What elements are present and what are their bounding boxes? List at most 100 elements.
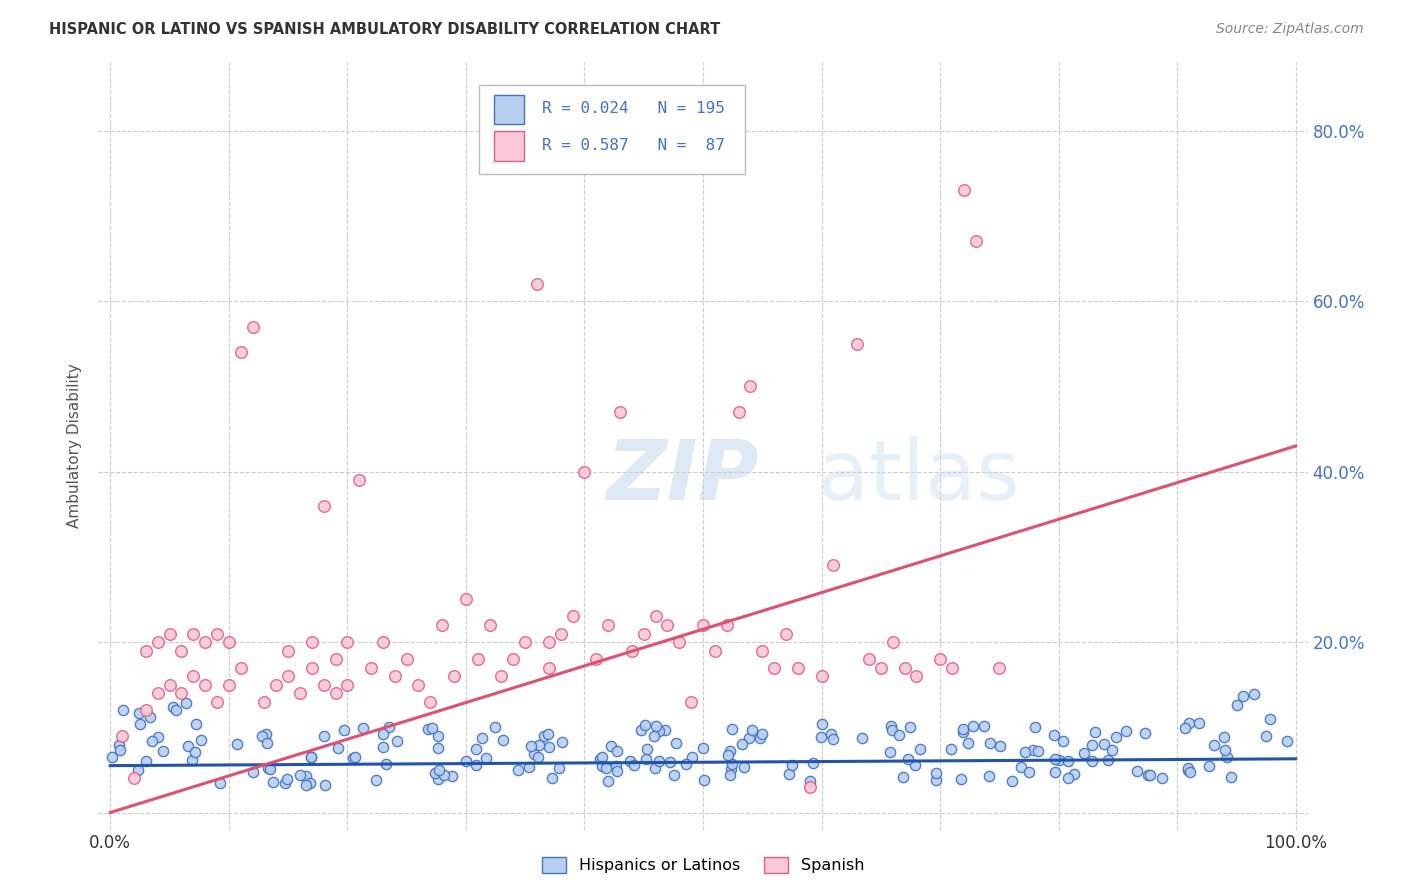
Point — [371, 635, 394, 649]
Point — [720, 762, 742, 776]
Point — [1024, 720, 1046, 734]
Point — [644, 761, 666, 775]
Point — [190, 733, 212, 747]
Point — [108, 742, 131, 756]
Point — [1243, 687, 1265, 701]
Point — [467, 652, 489, 666]
Point — [1073, 747, 1095, 761]
Point — [749, 731, 772, 745]
Bar — [494, 95, 524, 124]
Point — [1152, 772, 1174, 786]
Point — [128, 716, 150, 731]
Point — [664, 768, 686, 782]
Point — [799, 780, 821, 794]
Point — [519, 739, 541, 753]
Point — [561, 609, 583, 624]
Point — [811, 717, 834, 731]
Point — [184, 745, 207, 759]
Point — [605, 744, 627, 758]
Point — [585, 652, 607, 666]
Point — [763, 660, 786, 674]
Text: R = 0.024   N = 195: R = 0.024 N = 195 — [543, 101, 725, 116]
Bar — [494, 131, 524, 161]
Point — [810, 669, 832, 683]
Point — [373, 726, 395, 740]
Point — [645, 719, 668, 733]
Point — [432, 618, 454, 632]
Point — [141, 734, 163, 748]
Point — [925, 766, 948, 780]
Point — [880, 719, 903, 733]
Point — [491, 669, 513, 683]
Point — [478, 618, 501, 632]
Point — [786, 660, 808, 674]
Point — [184, 716, 207, 731]
Point — [165, 703, 187, 717]
Point — [139, 709, 162, 723]
Point — [751, 643, 773, 657]
FancyBboxPatch shape — [479, 86, 745, 174]
Point — [703, 643, 725, 657]
Point — [1198, 759, 1220, 773]
Point — [170, 643, 193, 657]
Point — [408, 678, 430, 692]
Point — [716, 618, 738, 632]
Point — [648, 754, 671, 768]
Point — [979, 736, 1001, 750]
Point — [620, 643, 643, 657]
Point — [420, 721, 443, 735]
Text: atlas: atlas — [818, 436, 1019, 517]
Point — [643, 729, 665, 743]
Point — [208, 776, 231, 790]
Point — [427, 772, 450, 786]
Point — [333, 723, 356, 737]
Point — [454, 592, 477, 607]
Point — [681, 750, 703, 764]
Point — [427, 763, 450, 777]
Point — [880, 723, 903, 738]
Point — [600, 739, 623, 753]
Point — [301, 660, 323, 674]
Point — [949, 772, 972, 786]
Point — [538, 739, 561, 754]
Point — [1137, 768, 1160, 782]
Point — [205, 695, 228, 709]
Point — [606, 764, 628, 779]
Point — [977, 769, 1000, 783]
Point — [1139, 768, 1161, 782]
Point — [905, 669, 928, 683]
Point — [775, 626, 797, 640]
Point — [148, 730, 170, 744]
Point — [657, 618, 679, 632]
Point — [254, 727, 277, 741]
Point — [731, 737, 754, 751]
Point — [159, 626, 181, 640]
Point — [1232, 689, 1254, 703]
Point — [373, 740, 395, 755]
Point — [537, 727, 560, 741]
Point — [135, 754, 157, 768]
Y-axis label: Ambulatory Disability: Ambulatory Disability — [67, 364, 83, 528]
Point — [1177, 763, 1199, 777]
Point — [619, 754, 641, 768]
Point — [152, 744, 174, 758]
Point — [778, 767, 800, 781]
Point — [242, 765, 264, 780]
Point — [1215, 743, 1237, 757]
Point — [1018, 764, 1040, 779]
Point — [205, 626, 228, 640]
Point — [591, 749, 613, 764]
Point — [962, 719, 984, 733]
Point — [522, 747, 544, 761]
Point — [299, 750, 322, 764]
Point — [135, 703, 157, 717]
Point — [181, 669, 204, 683]
Point — [952, 722, 974, 736]
Point — [1115, 724, 1137, 739]
Point — [465, 742, 488, 756]
Point — [598, 774, 620, 789]
Point — [598, 618, 620, 632]
Point — [1081, 754, 1104, 768]
Point — [419, 695, 441, 709]
Point — [1275, 734, 1298, 748]
